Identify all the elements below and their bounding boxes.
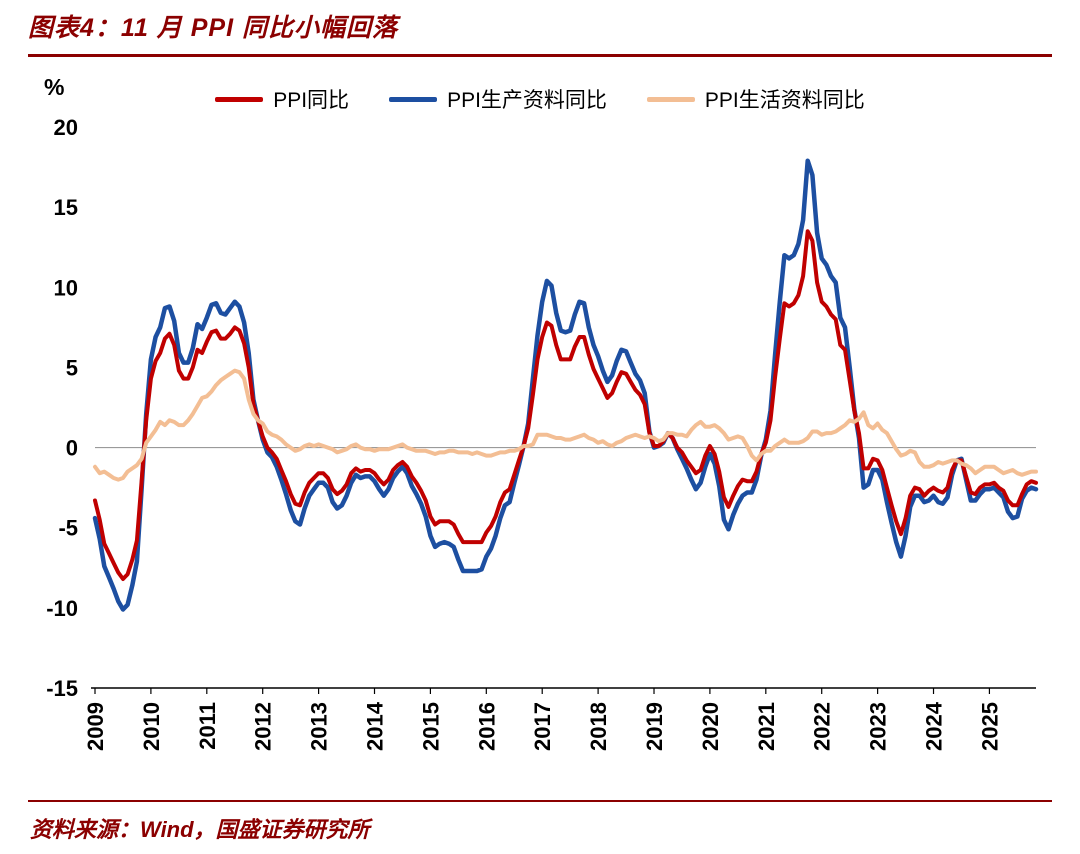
svg-text:2012: 2012 <box>251 702 276 751</box>
legend-swatch-ppi-yoy <box>215 96 264 102</box>
svg-text:2009: 2009 <box>83 702 108 751</box>
svg-text:2016: 2016 <box>474 702 499 751</box>
legend-label-producer-goods: PPI生产资料同比 <box>447 89 607 112</box>
svg-text:2018: 2018 <box>586 702 611 751</box>
svg-text:2017: 2017 <box>530 702 555 751</box>
svg-text:0: 0 <box>66 436 78 461</box>
svg-text:2023: 2023 <box>866 702 891 751</box>
svg-text:2020: 2020 <box>698 702 723 751</box>
legend-swatch-producer-goods <box>389 96 438 102</box>
legend-label-consumer-goods: PPI生活资料同比 <box>704 89 865 112</box>
svg-text:2024: 2024 <box>922 701 947 751</box>
svg-text:5: 5 <box>66 355 78 380</box>
svg-text:10: 10 <box>54 275 78 300</box>
legend-item-consumer-goods: PPI生活资料同比 <box>646 84 865 114</box>
svg-text:2013: 2013 <box>307 702 332 751</box>
svg-text:20: 20 <box>54 115 78 140</box>
y-axis-unit-label: % <box>44 74 65 100</box>
svg-text:2025: 2025 <box>977 702 1002 751</box>
legend-label-ppi-yoy: PPI同比 <box>273 89 350 112</box>
chart-legend: PPI同比 PPI生产资料同比 PPI生活资料同比 <box>0 84 1080 114</box>
source-divider <box>28 800 1052 802</box>
legend-item-producer-goods: PPI生产资料同比 <box>389 84 607 114</box>
svg-text:2021: 2021 <box>754 702 779 751</box>
svg-text:-15: -15 <box>46 676 78 701</box>
title-divider <box>28 54 1052 57</box>
legend-item-ppi-yoy: PPI同比 <box>215 84 349 114</box>
source-text: 资料来源：Wind，国盛证券研究所 <box>30 817 370 842</box>
svg-text:2011: 2011 <box>195 702 220 750</box>
svg-text:15: 15 <box>54 195 78 220</box>
svg-text:2019: 2019 <box>642 702 667 751</box>
legend-swatch-consumer-goods <box>646 96 695 102</box>
svg-text:2015: 2015 <box>418 702 443 751</box>
svg-text:-10: -10 <box>46 596 78 621</box>
svg-text:-5: -5 <box>58 516 78 541</box>
svg-text:2010: 2010 <box>139 702 164 751</box>
svg-text:2022: 2022 <box>810 702 835 751</box>
svg-text:2014: 2014 <box>363 701 388 751</box>
chart-title: 图表4：11 月 PPI 同比小幅回落 <box>28 14 398 42</box>
